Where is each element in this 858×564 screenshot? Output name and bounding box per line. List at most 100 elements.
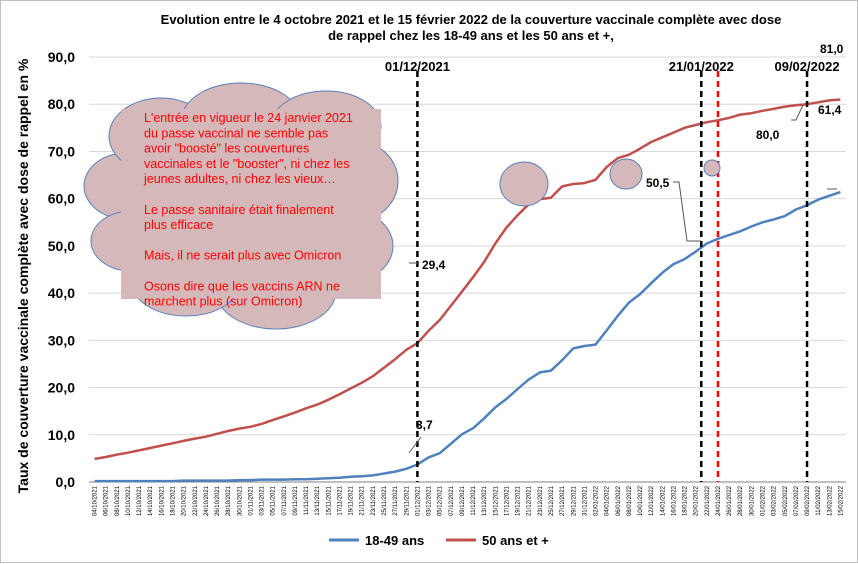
x-tick-label: 03/02/2022 [772, 485, 778, 516]
x-tick-label: 05/12/2021 [438, 485, 444, 516]
series-lines [94, 98, 841, 483]
x-tick-label: 11/12/2021 [471, 485, 477, 515]
x-tick-label: 06/01/2022 [616, 485, 622, 516]
x-tick-label: 25/12/2021 [549, 485, 555, 516]
x-tick-label: 27/12/2021 [560, 485, 566, 516]
x-tick-label: 20/10/2021 [182, 485, 188, 516]
thought-bubble-large [499, 161, 549, 207]
legend-label-50-plus: 50 ans et + [482, 533, 549, 548]
x-tick-label: 04/10/2021 [93, 485, 99, 516]
cloud-text-line: Le passe sanitaire était finalement [144, 203, 334, 217]
y-tick-label: 20,0 [48, 380, 75, 396]
x-tick-label: 16/10/2021 [159, 485, 165, 516]
x-tick-label: 07/12/2021 [449, 485, 455, 516]
x-tick-label: 28/01/2022 [738, 485, 744, 516]
y-tick-label: 50,0 [48, 238, 75, 254]
callouts [408, 104, 837, 454]
thought-cloud [83, 82, 721, 330]
x-tick-label: 25/11/2021 [382, 485, 388, 515]
vertical-marker-label: 21/01/2022 [669, 59, 734, 74]
x-tick-label: 02/01/2022 [594, 485, 600, 516]
x-tick-label: 19/12/2021 [516, 485, 522, 516]
y-tick-label: 90,0 [48, 49, 75, 65]
vertical-marker-label: 01/12/2021 [385, 59, 450, 74]
cloud-text-line: jeunes adultes, ni chez les vieux… [143, 172, 336, 186]
x-tick-label: 08/01/2022 [627, 485, 633, 516]
x-tick-label: 01/02/2022 [761, 485, 767, 516]
vertical-markers: 01/12/2021 21/01/2022 09/02/2022 [385, 59, 840, 482]
x-tick-label: 18/01/2022 [683, 485, 689, 516]
y-tick-label: 10,0 [48, 427, 75, 443]
x-tick-label: 24/10/2021 [204, 485, 210, 516]
x-tick-label: 03/11/2021 [260, 485, 266, 515]
x-tick-label: 13/11/2021 [315, 485, 321, 515]
x-tick-label: 05/11/2021 [271, 485, 277, 515]
x-tick-label: 06/10/2021 [104, 485, 110, 516]
x-tick-label: 17/12/2021 [504, 485, 510, 516]
x-tick-label: 12/01/2022 [649, 485, 655, 516]
chart-title-line-2: de rappel chez les 18-49 ans et les 50 a… [328, 28, 614, 43]
x-tick-label: 09/02/2022 [805, 485, 811, 516]
legend: 18-49 ans 50 ans et + [329, 533, 549, 548]
x-tick-label: 15/12/2021 [493, 485, 499, 516]
cloud-text: L'entrée en vigueur le 24 janvier 2021du… [143, 111, 353, 309]
x-tick-label: 26/10/2021 [215, 485, 221, 516]
x-tick-label: 14/01/2022 [660, 485, 666, 516]
y-tick-labels: 0,0 10,0 20,0 30,0 40,0 50,0 60,0 70,0 80,0 90,0 [48, 49, 75, 490]
x-tick-label: 15/02/2022 [838, 485, 844, 516]
x-tick-label: 08/10/2021 [115, 485, 121, 516]
x-tick-label: 11/11/2021 [304, 485, 310, 515]
y-tick-label: 40,0 [48, 285, 75, 301]
series-line-50-plus [94, 98, 841, 461]
annotation-80-0: 80,0 [756, 128, 780, 142]
x-tick-label: 21/12/2021 [527, 485, 533, 516]
x-tick-label: 21/11/2021 [360, 485, 366, 515]
x-tick-label: 14/10/2021 [148, 485, 154, 516]
x-tick-label: 11/02/2022 [816, 485, 822, 515]
annotation-29-4: 29,4 [422, 258, 446, 272]
cloud-text-line: Osons dire que les vaccins ARN ne [144, 279, 340, 293]
x-tick-label: 04/01/2022 [605, 485, 611, 516]
x-tick-label: 03/12/2021 [427, 485, 433, 516]
y-tick-label: 70,0 [48, 143, 75, 159]
x-tick-label: 31/12/2021 [582, 485, 588, 516]
cloud-text-line: marchent plus (sur Omicron) [144, 295, 302, 309]
cloud-text-line: Mais, il ne serait plus avec Omicron [144, 249, 341, 263]
x-tick-label: 30/10/2021 [237, 485, 243, 516]
y-tick-label: 30,0 [48, 332, 75, 348]
y-tick-label: 0,0 [56, 474, 76, 490]
x-tick-label: 16/01/2022 [671, 485, 677, 516]
x-tick-label: 22/01/2022 [705, 485, 711, 516]
x-tick-label: 27/11/2021 [393, 485, 399, 515]
cloud-text-line: avoir "boosté" les couvertures [144, 142, 309, 156]
x-tick-labels: 04/10/2021 06/10/2021 08/10/2021 10/10/2021… [93, 485, 845, 516]
thought-bubble-medium [609, 158, 643, 190]
series-line-18-49 [94, 190, 841, 483]
cloud-text-line: plus efficace [144, 218, 213, 232]
x-tick-label: 09/12/2021 [460, 485, 466, 516]
x-tick-label: 10/10/2021 [126, 485, 132, 516]
y-axis-label: Taux de couverture vaccinale complète av… [15, 58, 31, 493]
legend-label-18-49: 18-49 ans [365, 533, 424, 548]
x-tick-label: 23/11/2021 [371, 485, 377, 515]
x-tick-label: 18/10/2021 [170, 485, 176, 516]
x-tick-label: 10/01/2022 [638, 485, 644, 516]
x-tick-label: 07/11/2021 [282, 485, 288, 515]
x-tick-label: 28/10/2021 [226, 485, 232, 516]
x-tick-label: 29/11/2021 [404, 485, 410, 515]
x-tick-label: 05/02/2022 [783, 485, 789, 516]
annotation-61-4: 61,4 [818, 103, 842, 117]
y-tick-label: 60,0 [48, 191, 75, 207]
x-tick-label: 22/10/2021 [193, 485, 199, 516]
x-tick-label: 01/11/2021 [248, 485, 254, 515]
x-tick-label: 29/12/2021 [571, 485, 577, 516]
x-tick-label: 24/01/2022 [716, 485, 722, 516]
thought-bubble-small [703, 159, 721, 177]
x-tick-label: 23/12/2021 [538, 485, 544, 516]
x-tick-label: 01/12/2021 [415, 485, 421, 516]
x-tick-label: 26/01/2022 [727, 485, 733, 516]
x-tick-label: 15/11/2021 [326, 485, 332, 515]
x-tick-label: 12/10/2021 [137, 485, 143, 516]
